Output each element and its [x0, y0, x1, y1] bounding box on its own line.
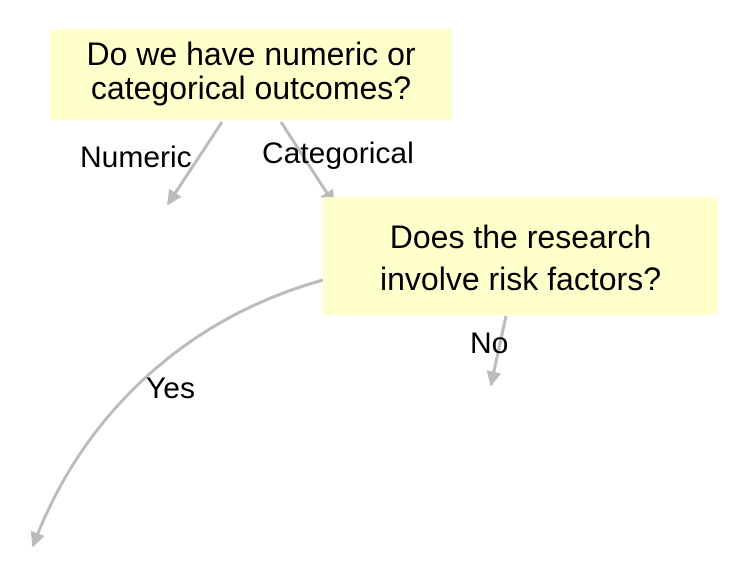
arrow-categorical: [279, 121, 336, 206]
node-risk-line2: involve risk factors?: [380, 261, 661, 297]
node-outcomes-line1: Do we have numeric or: [86, 36, 416, 72]
edge-label-no: No: [470, 327, 509, 360]
edge-label-yes: Yes: [146, 372, 195, 405]
arrow-numeric: [166, 121, 224, 206]
node-risk-line1: Does the research: [389, 219, 652, 255]
decision-node-risk-factors: Does the research involve risk factors?: [323, 197, 718, 315]
edge-label-categorical: Categorical: [262, 137, 414, 170]
arrow-no: [486, 315, 508, 387]
node-outcomes-line2: categorical outcomes?: [90, 70, 412, 106]
edge-label-numeric: Numeric: [80, 141, 192, 174]
arrow-yes: [30, 278, 324, 548]
decision-node-outcomes: Do we have numeric or categorical outcom…: [50, 29, 452, 120]
